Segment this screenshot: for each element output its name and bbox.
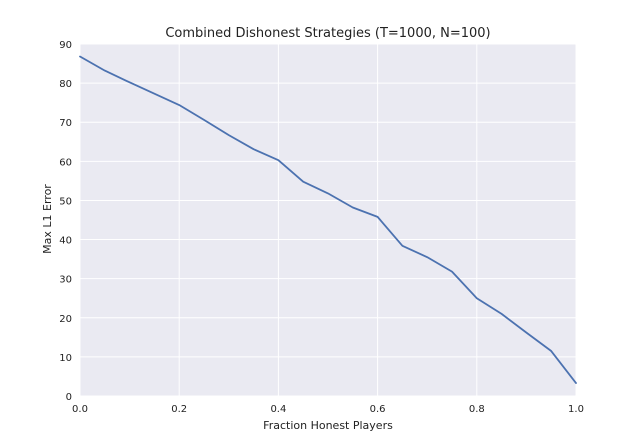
data-point xyxy=(128,81,130,83)
grid xyxy=(79,43,577,397)
y-tick-label: 0 xyxy=(66,392,72,403)
series-layer xyxy=(79,55,577,384)
data-point xyxy=(426,256,428,258)
y-tick-label: 60 xyxy=(59,157,72,168)
data-point xyxy=(104,69,106,71)
y-tick-label: 70 xyxy=(59,118,72,129)
x-tick-label: 0.6 xyxy=(370,404,386,415)
data-point xyxy=(376,216,378,218)
y-tick-label: 50 xyxy=(59,196,72,207)
data-point xyxy=(277,159,279,161)
data-point xyxy=(203,119,205,121)
x-tick-label: 0.4 xyxy=(270,404,286,415)
data-point xyxy=(252,148,254,150)
y-tick-label: 90 xyxy=(59,40,72,51)
y-axis-label: Max L1 Error xyxy=(41,184,54,254)
data-point xyxy=(153,92,155,94)
x-tick-label: 0.0 xyxy=(72,404,88,415)
data-point xyxy=(550,350,552,352)
x-tick-label: 0.2 xyxy=(171,404,187,415)
data-point xyxy=(302,180,304,182)
x-tick-label: 0.8 xyxy=(469,404,485,415)
data-point xyxy=(178,104,180,106)
data-point xyxy=(525,331,527,333)
y-tick-label: 30 xyxy=(59,275,72,286)
data-point xyxy=(228,134,230,136)
data-point xyxy=(352,206,354,208)
data-point xyxy=(500,313,502,315)
data-point xyxy=(451,270,453,272)
series-line xyxy=(79,55,577,384)
plot-area xyxy=(80,44,576,396)
data-point xyxy=(79,55,81,57)
y-tick-label: 20 xyxy=(59,314,72,325)
data-point xyxy=(476,297,478,299)
x-tick-label: 1.0 xyxy=(568,404,584,415)
y-tick-label: 10 xyxy=(59,353,72,364)
x-axis-ticks: 0.0 0.2 0.4 0.6 0.8 1.0 xyxy=(72,404,584,415)
x-axis-label: Fraction Honest Players xyxy=(263,419,393,432)
data-point xyxy=(401,245,403,247)
y-tick-label: 80 xyxy=(59,79,72,90)
y-axis-ticks: 0 10 20 30 40 50 60 70 80 90 xyxy=(59,40,72,403)
data-point xyxy=(575,382,577,384)
y-tick-label: 40 xyxy=(59,236,72,247)
chart-title: Combined Dishonest Strategies (T=1000, N… xyxy=(165,26,490,41)
data-point xyxy=(327,192,329,194)
